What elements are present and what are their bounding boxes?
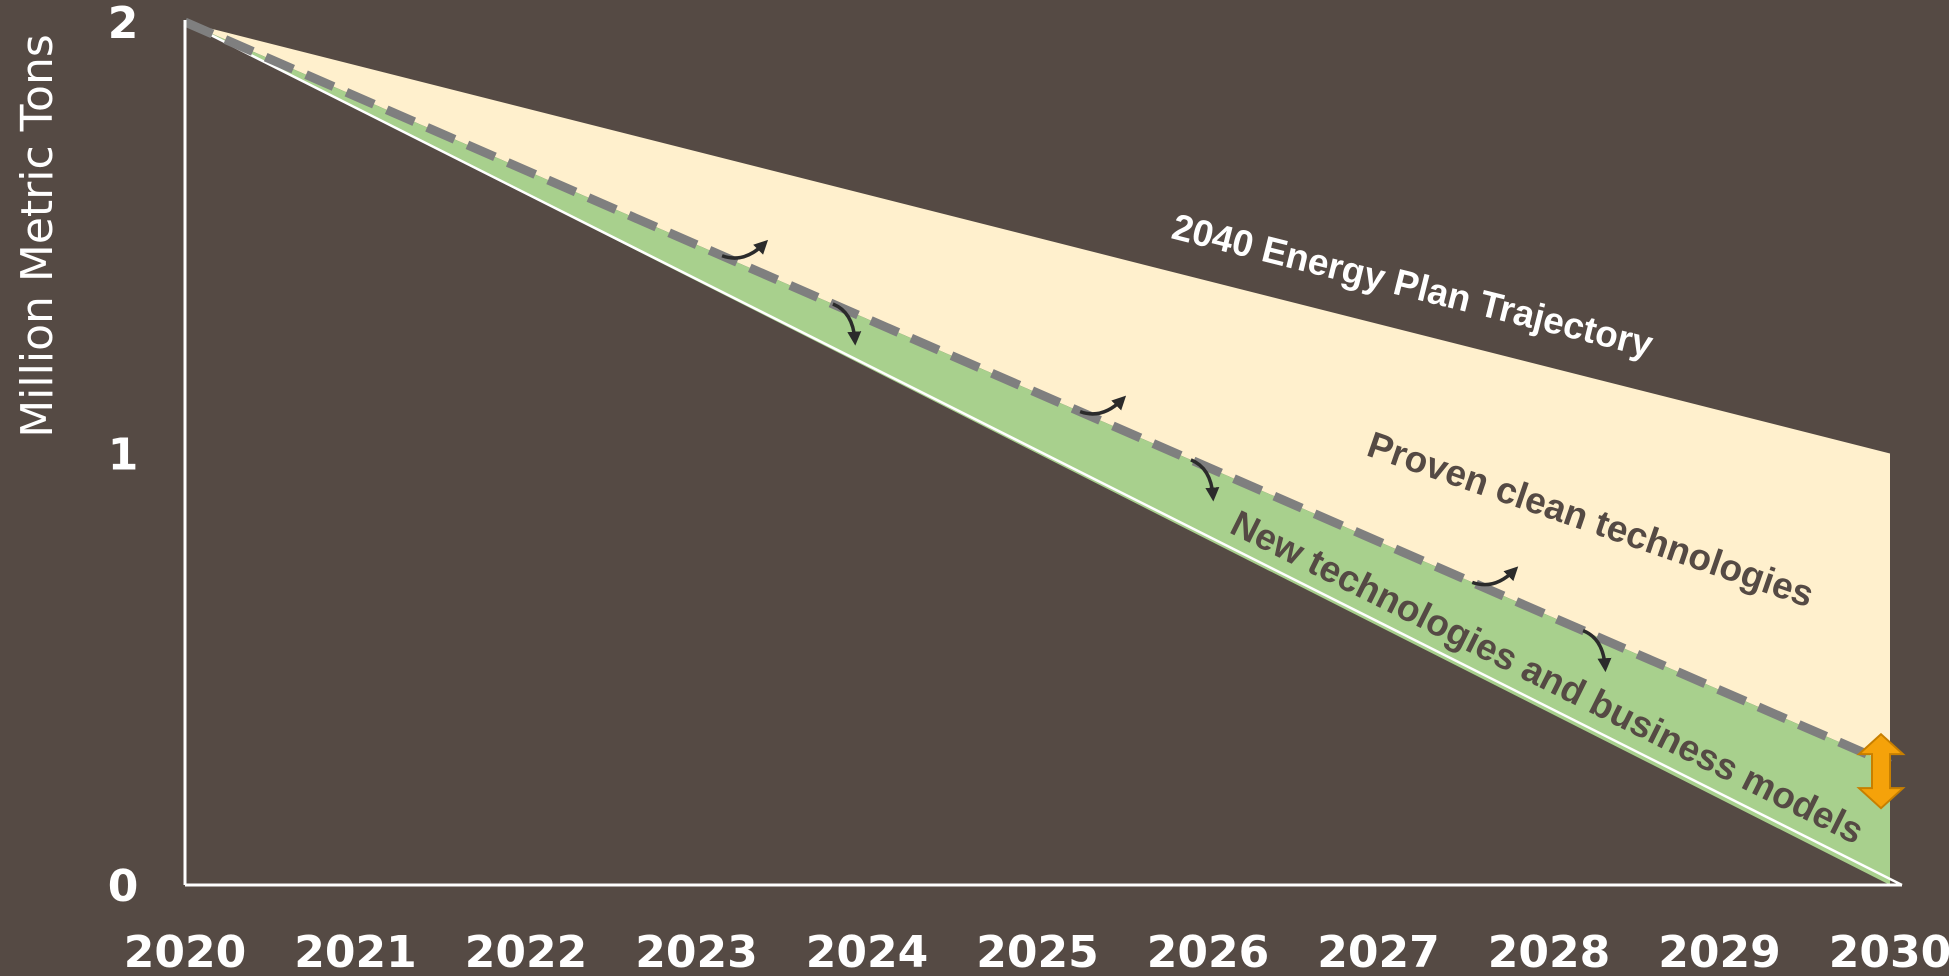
- y-tick-label-0: 0: [108, 861, 139, 912]
- arrow-down-3: [1190, 458, 1220, 502]
- y-axis-title: Million Metric Tons: [12, 34, 63, 438]
- arrows: [721, 239, 1906, 810]
- x-tick-label-2024: 2024: [806, 927, 928, 976]
- arrow-up-4: [1471, 566, 1519, 587]
- ticks: 2020 2021 2022 2023 2024 2025 2026 2027 2028 2029…: [108, 0, 1949, 976]
- band-new-tech: [185, 22, 1890, 885]
- x-tick-label-2020: 2020: [124, 927, 246, 976]
- x-tick-label-2029: 2029: [1658, 927, 1780, 976]
- x-tick-label-2023: 2023: [635, 927, 757, 976]
- double-arrow-icon: [1856, 732, 1906, 810]
- arrow-down-5: [1582, 628, 1612, 673]
- x-tick-label-2022: 2022: [465, 927, 587, 976]
- arrow-up-0: [721, 239, 769, 260]
- x-tick-label-2030: 2030: [1829, 927, 1949, 976]
- series-floor-line: [184, 20, 1903, 887]
- x-tick-label-2027: 2027: [1317, 927, 1439, 976]
- y-tick-label-1: 1: [108, 430, 139, 481]
- lines: [183, 17, 1903, 887]
- x-tick-label-2026: 2026: [1147, 927, 1269, 976]
- x-tick-label-2021: 2021: [294, 927, 416, 976]
- arrow-down-1: [832, 302, 862, 346]
- series-dashed-line: [183, 17, 1892, 769]
- y-tick-label-2: 2: [108, 0, 139, 49]
- arrow-up-2: [1079, 395, 1127, 416]
- axes: [183, 20, 1902, 887]
- x-tick-label-2028: 2028: [1488, 927, 1610, 976]
- x-tick-label-2025: 2025: [976, 927, 1098, 976]
